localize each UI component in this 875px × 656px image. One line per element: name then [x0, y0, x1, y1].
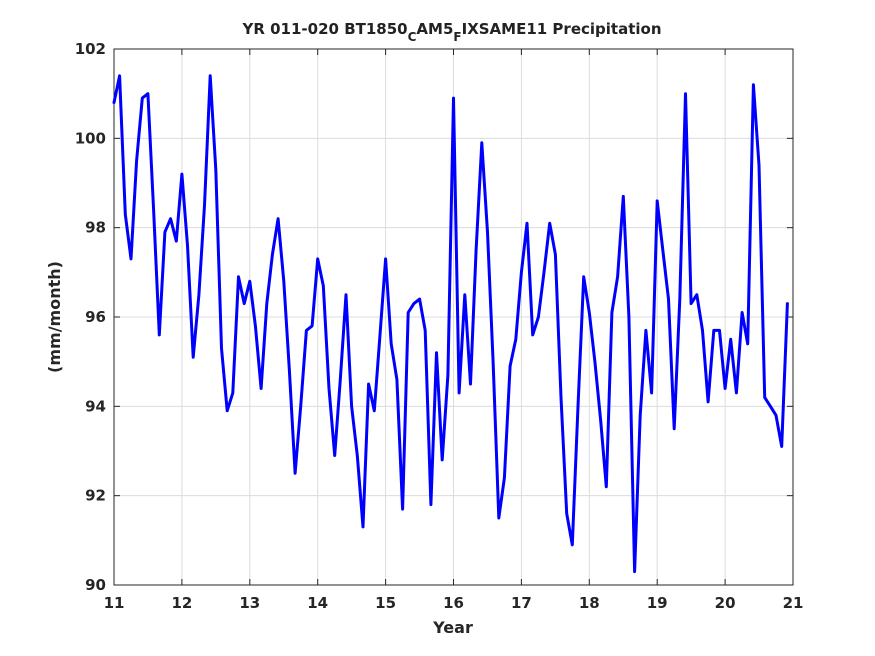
x-tick-label: 11 [104, 594, 125, 612]
x-axis-label: Year [432, 618, 473, 637]
x-tick-label: 21 [783, 594, 804, 612]
x-tick-label: 14 [307, 594, 328, 612]
tick-labels: 11 12 13 14 15 16 17 18 19 20 21 90 92 94 96 98 100 102 [75, 40, 804, 612]
chart-title: YR 011-020 BT1850CAM5FIXSAME11 Precipita… [241, 20, 661, 44]
y-tick-label: 96 [85, 308, 106, 326]
x-tick-label: 18 [579, 594, 600, 612]
x-tick-label: 19 [647, 594, 668, 612]
x-tick-label: 12 [171, 594, 192, 612]
x-tick-label: 15 [375, 594, 396, 612]
y-tick-label: 92 [85, 487, 106, 505]
x-tick-label: 16 [443, 594, 464, 612]
series-layer [112, 74, 789, 574]
x-tick-label: 20 [715, 594, 736, 612]
y-tick-label: 100 [75, 129, 106, 147]
y-tick-label: 90 [85, 576, 106, 594]
y-tick-label: 98 [85, 219, 106, 237]
y-tick-label: 94 [85, 397, 106, 415]
x-tick-label: 17 [511, 594, 532, 612]
y-axis-label: (mm/month) [45, 261, 64, 373]
x-tick-label: 13 [239, 594, 260, 612]
series-line-0 [112, 74, 789, 574]
axis-ticks [113, 48, 794, 586]
y-tick-label: 102 [75, 40, 106, 58]
